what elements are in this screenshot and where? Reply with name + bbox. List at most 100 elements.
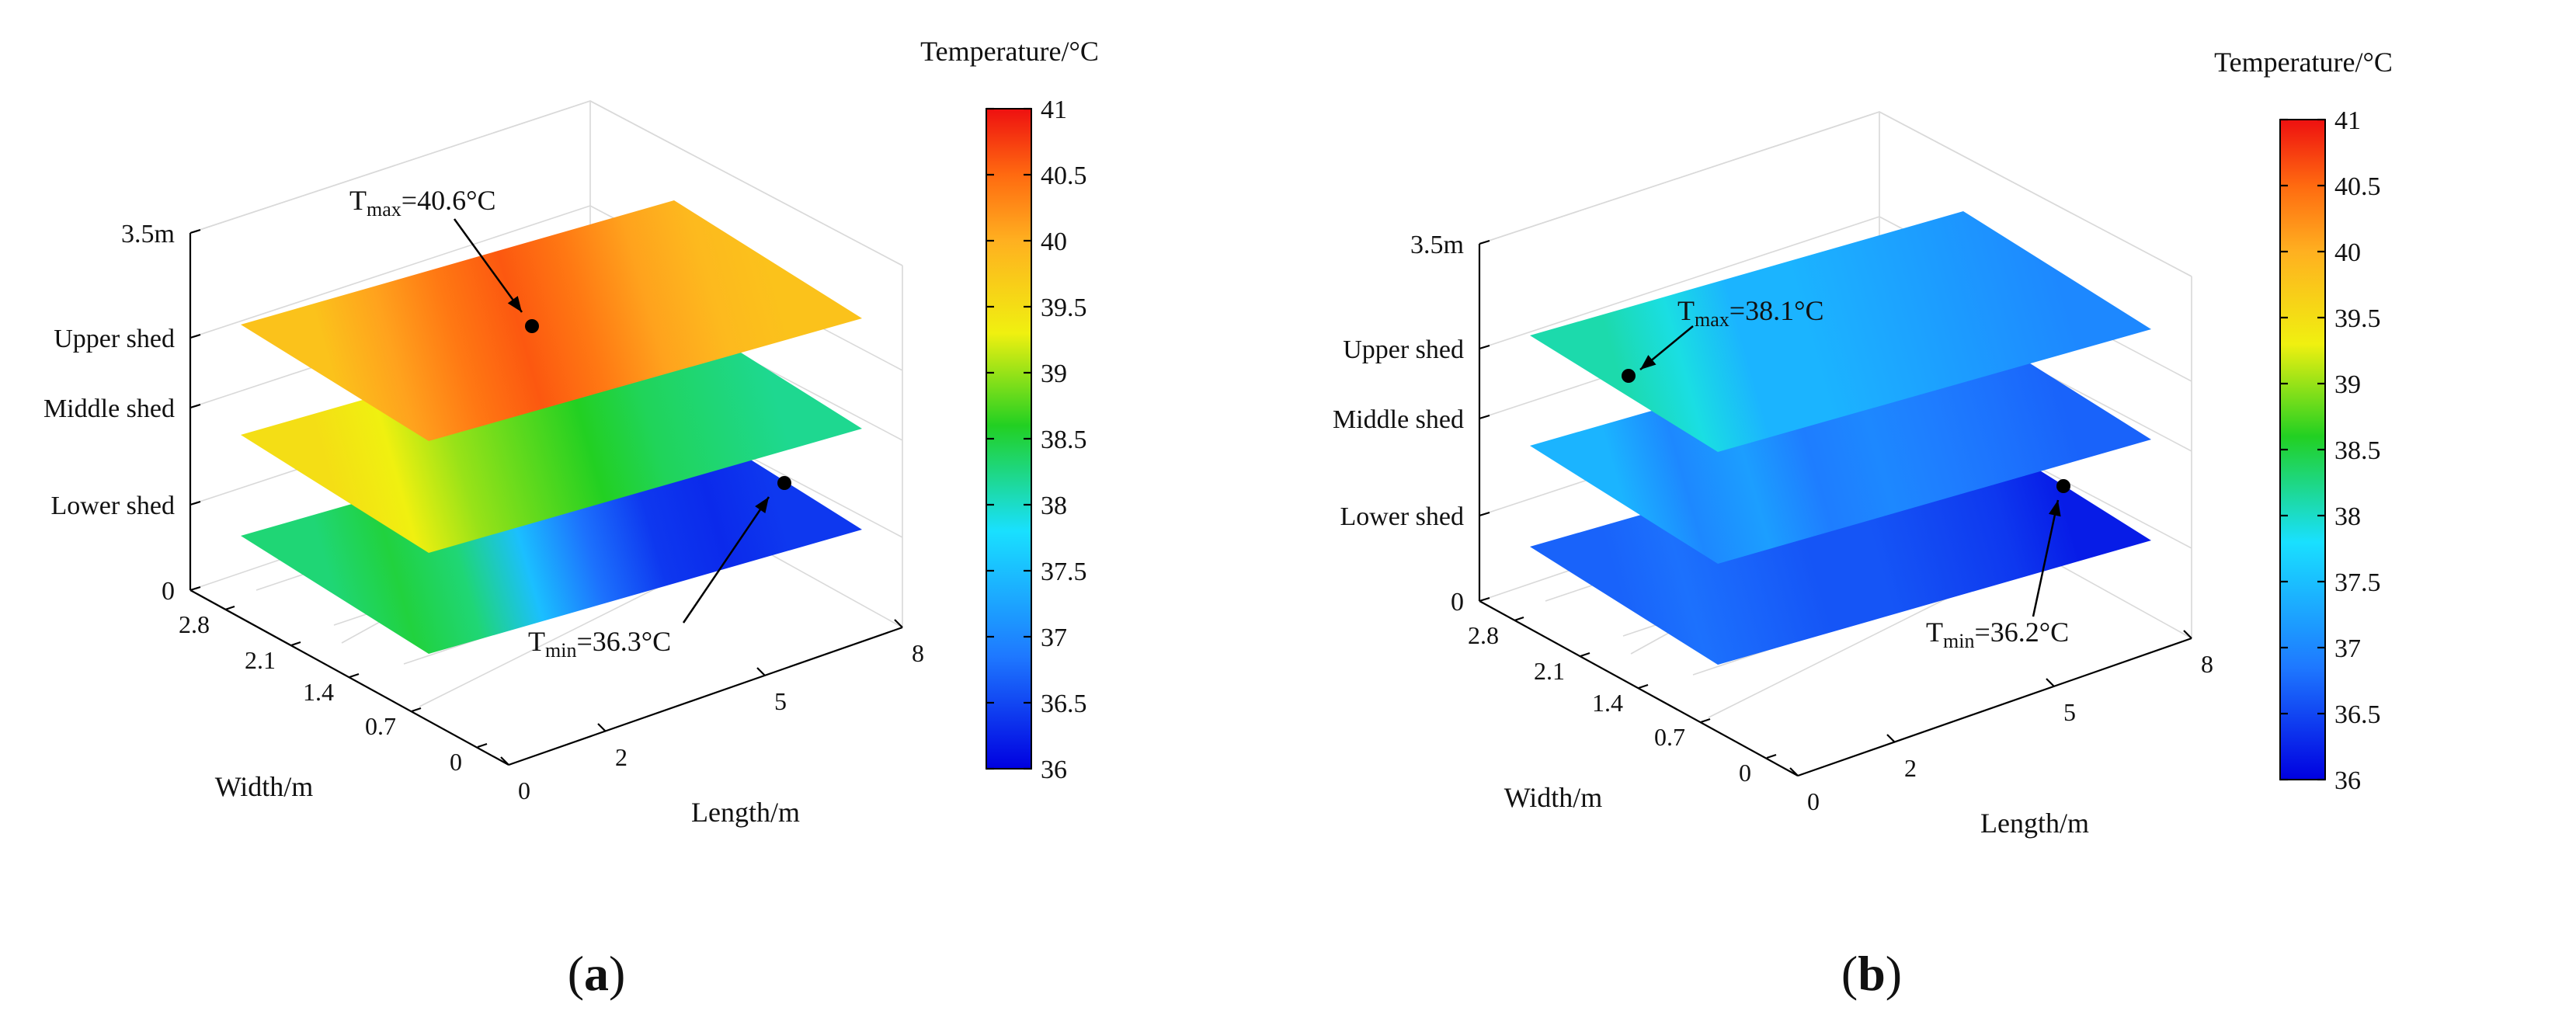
length-tick <box>500 756 509 766</box>
layer-upper-shed <box>1530 211 2151 452</box>
z-tick-label: Lower shed <box>1340 502 1464 531</box>
z-tick <box>1479 511 1490 517</box>
arrowhead <box>1640 355 1656 370</box>
z-tick <box>189 333 201 339</box>
annotation-value: =38.1°C <box>1730 295 1824 326</box>
width-tick-label: 1.4 <box>1592 689 1623 717</box>
colorbar-tick-label: 37.5 <box>2334 568 2381 597</box>
z-tick-label: 0 <box>162 577 175 606</box>
arrowhead <box>507 296 522 312</box>
panel-label-part: ( <box>1841 946 1858 1001</box>
length-tick-label: 5 <box>774 687 787 715</box>
width-tick <box>1580 651 1590 658</box>
width-tick <box>290 641 301 647</box>
length-tick-label: 5 <box>2063 698 2076 726</box>
colorbar-title: Temperature/°C <box>920 36 1099 67</box>
width-tick-label: 0.7 <box>365 712 396 740</box>
length-tick-label: 2 <box>1904 754 1917 782</box>
layer-middle-shed <box>1530 321 2151 564</box>
annotation-subscript: min <box>1943 630 1974 652</box>
z-tick-label: 3.5m <box>1410 231 1464 259</box>
length-tick <box>1789 767 1799 777</box>
length-tick-label: 0 <box>518 777 530 804</box>
colorbar-title: Temperature/°C <box>2214 47 2393 78</box>
z-tick <box>1479 414 1490 420</box>
colorbar-tick-label: 37.5 <box>1041 558 1087 586</box>
colorbar-tick-label: 39 <box>2334 370 2361 399</box>
annotation-symbol: T <box>528 626 545 657</box>
panel-label-part: ) <box>609 946 625 1001</box>
layer-middle-shed <box>241 311 862 553</box>
arrowhead <box>755 497 769 514</box>
colorbar-tick-label: 38.5 <box>1041 426 1087 454</box>
z-tick <box>189 585 201 592</box>
annotation-value: =36.2°C <box>1974 617 2069 648</box>
z-tick <box>189 403 201 409</box>
length-axis-line <box>508 626 903 766</box>
colorbar-tick-label: 39.5 <box>1041 294 1087 322</box>
annotation-subscript: min <box>545 639 576 662</box>
colorbar-tick-label: 40.5 <box>2334 172 2381 201</box>
length-axis-line <box>1797 637 2192 777</box>
z-tick <box>189 500 201 506</box>
annotation-symbol: T <box>1677 295 1695 326</box>
width-tick <box>1766 753 1777 759</box>
colorbar-tick-label: 36 <box>1041 756 1067 784</box>
annotation-subscript: max <box>367 198 402 221</box>
width-tick-label: 2.8 <box>1468 621 1499 649</box>
width-axis-label: Width/m <box>1504 782 1603 813</box>
width-tick <box>1638 683 1649 690</box>
colorbar-tick-label: 38.5 <box>2334 436 2381 465</box>
colorbar: Temperature/°C 41 40.5 40 39.5 39 38.5 38 37.5 37… <box>2214 47 2393 795</box>
colorbar-tick-label: 40 <box>2334 238 2361 267</box>
colorbar-tick-label: 39.5 <box>2334 304 2381 333</box>
panel-label-part: a <box>584 946 609 1001</box>
colorbar-tick-label: 37 <box>1041 624 1067 652</box>
z-tick-label: Upper shed <box>54 325 175 353</box>
width-axis-line <box>189 589 509 766</box>
z-tick-label: 3.5m <box>121 220 175 248</box>
length-tick <box>2046 678 2055 687</box>
width-tick-label: 2.8 <box>179 610 210 638</box>
panel-label-part: ) <box>1886 946 1902 1001</box>
z-tick-label: Upper shed <box>1343 335 1464 364</box>
layer-upper-shed <box>241 200 862 441</box>
colorbar-tick-label: 40 <box>1041 228 1067 256</box>
colorbar-tick-label: 40.5 <box>1041 162 1087 190</box>
length-tick <box>1886 734 1896 743</box>
width-tick <box>477 742 488 749</box>
z-tick <box>1479 344 1490 350</box>
tmin-marker <box>777 476 791 490</box>
wall-gridline <box>189 100 903 266</box>
width-tick-label: 2.1 <box>245 646 276 674</box>
colorbar-tick-label: 38 <box>2334 502 2361 531</box>
arrowhead <box>2049 500 2061 517</box>
length-tick-label: 2 <box>615 743 627 771</box>
length-tick <box>2183 630 2192 639</box>
colorbar-tick-label: 38 <box>1041 492 1067 520</box>
z-tick-label: Middle shed <box>1333 405 1464 434</box>
width-tick-label: 0 <box>450 748 462 776</box>
annotation-value: =40.6°C <box>402 185 496 216</box>
colorbar-tick-label: 41 <box>1041 96 1067 124</box>
colorbar-tick-label: 39 <box>1041 360 1067 388</box>
width-tick <box>1514 616 1524 622</box>
panel-label: (a) <box>568 946 626 1001</box>
length-tick-label: 8 <box>2201 650 2213 678</box>
length-tick <box>756 667 766 676</box>
colorbar-tick-label: 36 <box>2334 766 2361 795</box>
tmax-marker <box>1622 369 1636 383</box>
width-tick <box>224 605 235 611</box>
colorbar-tick-label: 37 <box>2334 634 2361 663</box>
z-tick <box>1479 596 1490 603</box>
length-tick-label: 8 <box>912 639 924 667</box>
length-tick <box>894 619 903 628</box>
length-axis-label: Length/m <box>1980 808 2089 839</box>
